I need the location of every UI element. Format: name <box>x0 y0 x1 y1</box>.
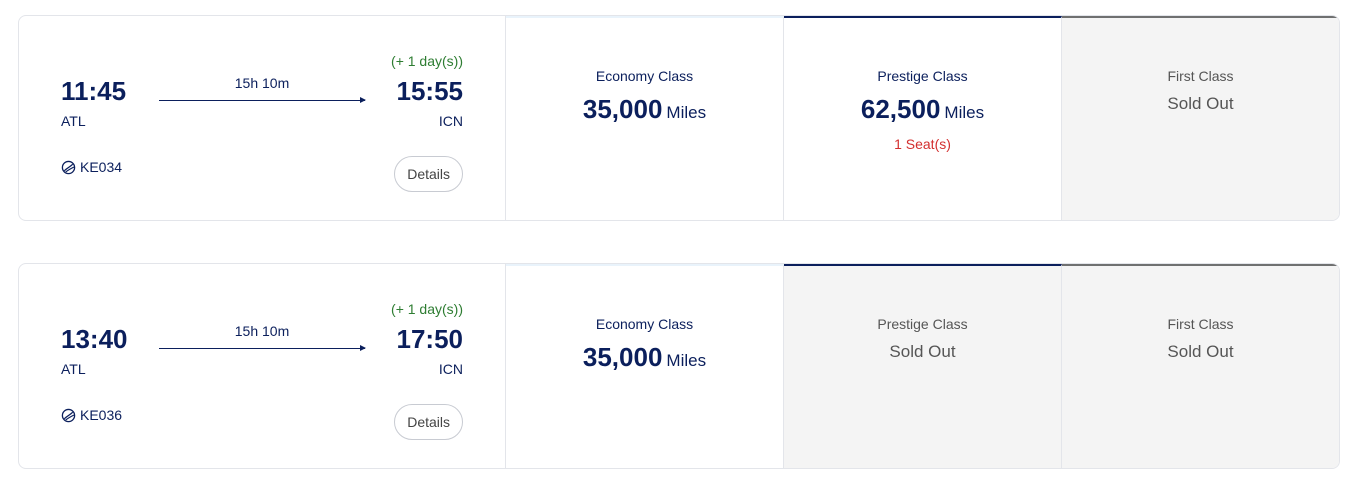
departure-airport: ATL <box>61 361 86 377</box>
fare-class-label: First Class <box>1167 316 1234 332</box>
flight-info: (+ 1 day(s)) 11:45 15h 10m 15:55 ATL ICN… <box>19 16 506 220</box>
fare-prestige[interactable]: Prestige Class 62,500 Miles 1 Seat(s) <box>784 16 1062 220</box>
fare-class-label: First Class <box>1167 68 1234 84</box>
flight-duration: 15h 10m <box>234 75 290 91</box>
korean-air-logo-icon <box>61 160 76 174</box>
fare-class-label: Economy Class <box>595 316 694 332</box>
flight-number-label: KE036 <box>80 407 123 423</box>
departure-airport: ATL <box>61 113 86 129</box>
fare-first: First Class Sold Out <box>1062 264 1339 468</box>
flight-card: (+ 1 day(s)) 13:40 15h 10m 17:50 ATL ICN… <box>18 263 1340 469</box>
arrival-airport: ICN <box>438 361 463 377</box>
fare-first: First Class Sold Out <box>1062 16 1339 220</box>
miles-unit: Miles <box>666 351 707 370</box>
flight-number-label: KE034 <box>80 159 123 175</box>
departure-time: 11:45 <box>61 76 127 106</box>
fare-economy[interactable]: Economy Class 35,000 Miles <box>506 264 784 468</box>
flight-info: (+ 1 day(s)) 13:40 15h 10m 17:50 ATL ICN… <box>19 264 506 468</box>
sold-out-label: Sold Out <box>1167 342 1234 361</box>
fare-economy[interactable]: Economy Class 35,000 Miles <box>506 16 784 220</box>
flight-duration: 15h 10m <box>234 323 290 339</box>
fare-class-label: Prestige Class <box>877 316 968 332</box>
arrival-airport: ICN <box>438 113 463 129</box>
departure-time: 13:40 <box>61 324 128 354</box>
flight-card: (+ 1 day(s)) 11:45 15h 10m 15:55 ATL ICN… <box>18 15 1340 221</box>
fare-class-label: Economy Class <box>595 68 694 84</box>
fare-class-label: Prestige Class <box>877 68 968 84</box>
sold-out-label: Sold Out <box>1167 94 1234 113</box>
miles-amount: 35,000 <box>582 94 663 124</box>
miles-amount: 62,500 <box>860 94 941 124</box>
fare-prestige: Prestige Class Sold Out <box>784 264 1062 468</box>
route-arrow-icon <box>159 345 366 351</box>
details-button[interactable]: Details <box>394 404 463 440</box>
seats-remaining: 1 Seat(s) <box>894 136 951 152</box>
fare-miles: 62,500 Miles <box>784 94 1061 125</box>
arrival-time: 17:50 <box>396 324 464 354</box>
fare-miles: 35,000 Miles <box>506 94 783 125</box>
next-day-indicator: (+ 1 day(s)) <box>391 301 463 317</box>
details-button[interactable]: Details <box>394 156 463 192</box>
miles-unit: Miles <box>944 103 985 122</box>
arrival-time: 15:55 <box>396 76 464 106</box>
fare-miles: 35,000 Miles <box>506 342 783 373</box>
next-day-indicator: (+ 1 day(s)) <box>391 53 463 69</box>
sold-out-label: Sold Out <box>889 342 956 361</box>
miles-amount: 35,000 <box>582 342 663 372</box>
flight-number: KE034 <box>61 159 122 175</box>
miles-unit: Miles <box>666 103 707 122</box>
flight-number: KE036 <box>61 407 122 423</box>
korean-air-logo-icon <box>61 408 76 422</box>
route-arrow-icon <box>159 97 366 103</box>
